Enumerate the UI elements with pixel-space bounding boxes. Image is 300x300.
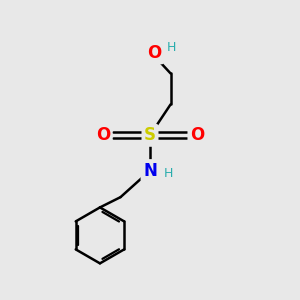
Text: N: N — [143, 162, 157, 180]
Text: O: O — [190, 126, 204, 144]
Text: O: O — [96, 126, 110, 144]
Text: S: S — [144, 126, 156, 144]
Text: H: H — [164, 167, 173, 180]
Text: H: H — [167, 41, 176, 54]
Text: O: O — [147, 44, 161, 62]
